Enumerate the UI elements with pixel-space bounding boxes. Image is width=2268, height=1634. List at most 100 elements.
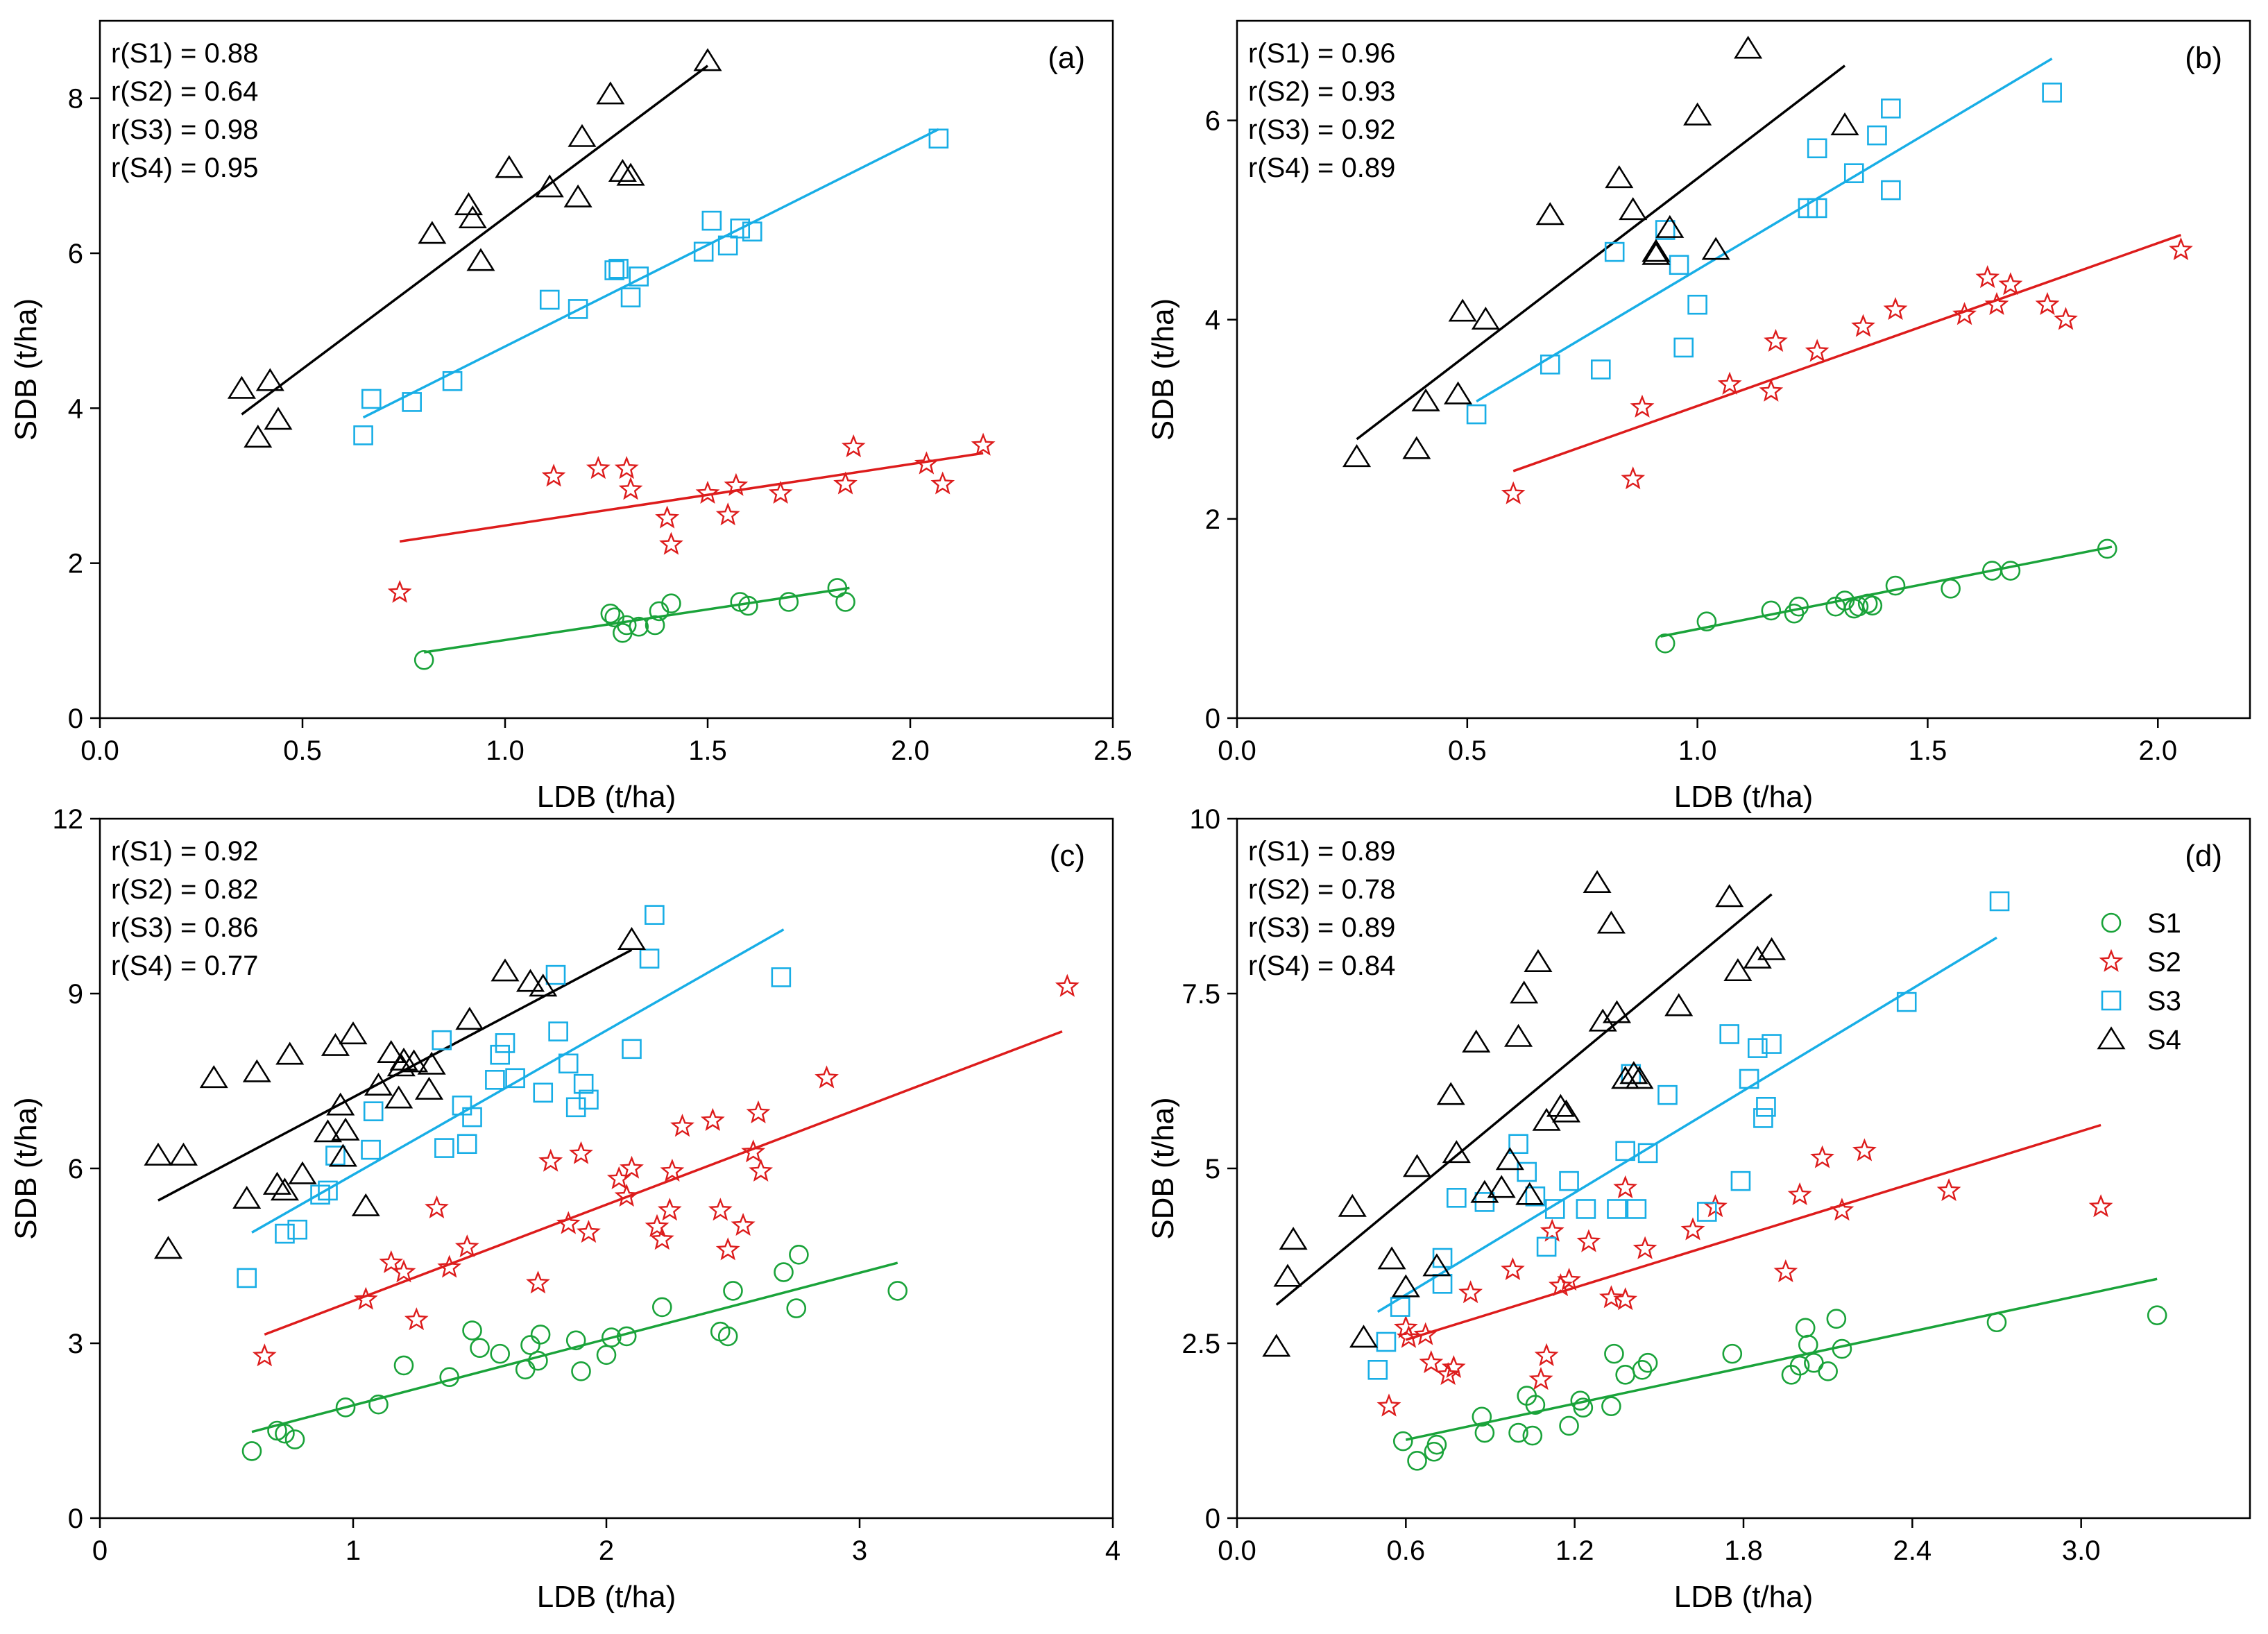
x-tick-label: 2.0: [2138, 735, 2177, 766]
data-point: [227, 375, 256, 399]
data-point: [914, 451, 939, 475]
data-point: [659, 531, 683, 555]
data-point: [614, 456, 639, 479]
data-point: [379, 1250, 404, 1273]
data-point: [887, 1281, 908, 1301]
data-point: [930, 471, 955, 495]
series-s1: [413, 578, 855, 670]
data-point: [1501, 481, 1526, 504]
data-point: [2099, 948, 2124, 972]
data-point: [1630, 394, 1655, 418]
plot-frame: [1236, 19, 2251, 720]
correlation-label: r(S2) = 0.78: [1248, 874, 1395, 905]
y-tick-label: 0: [1205, 704, 1220, 734]
data-point: [1657, 1084, 1678, 1105]
data-point: [1525, 1186, 1546, 1207]
y-tick-label: 3: [68, 1329, 83, 1359]
data-point: [1807, 198, 1827, 219]
y-tick-label: 2: [68, 549, 83, 579]
x-tick-label: 2.5: [1093, 735, 1132, 766]
data-point: [1540, 1218, 1564, 1242]
data-point: [1559, 1415, 1579, 1436]
legend-label: S1: [2147, 908, 2181, 939]
data-point: [1626, 1199, 1647, 1219]
data-point: [275, 1041, 305, 1065]
data-point: [325, 1146, 346, 1166]
data-point: [1756, 1096, 1776, 1117]
data-point: [1262, 1334, 1291, 1357]
data-point: [731, 1212, 756, 1236]
data-point: [568, 124, 597, 147]
panel-label: (c): [1050, 839, 1085, 873]
data-point: [1470, 1180, 1499, 1203]
data-point: [1683, 102, 1712, 126]
data-point: [601, 1327, 622, 1347]
data-point: [169, 1142, 198, 1166]
data-point: [199, 1065, 228, 1089]
data-point: [339, 1021, 368, 1045]
data-point: [1532, 1107, 1561, 1131]
data-point: [1525, 1395, 1546, 1415]
data-point: [310, 1184, 330, 1205]
data-point: [661, 593, 681, 614]
data-point: [1764, 329, 1788, 352]
data-point: [571, 1361, 591, 1381]
data-point: [577, 1220, 601, 1243]
correlation-label: r(S3) = 0.86: [111, 912, 258, 943]
data-point: [241, 1441, 262, 1461]
regression-line-s3: [1476, 58, 2053, 402]
correlation-label: r(S1) = 0.92: [111, 836, 258, 867]
series-s3: [1466, 83, 2062, 425]
regression-line-s2: [264, 1030, 1063, 1336]
correlation-label: r(S4) = 0.84: [1248, 951, 1395, 981]
data-point: [1798, 1334, 1818, 1355]
y-tick-label: 6: [68, 239, 83, 269]
data-point: [1632, 1360, 1653, 1380]
data-point: [1540, 355, 1560, 375]
data-point: [620, 287, 641, 307]
data-point: [335, 1397, 356, 1418]
data-point: [275, 1223, 295, 1244]
data-point: [270, 1177, 299, 1201]
data-point: [455, 1007, 484, 1030]
regression-line-s3: [251, 928, 785, 1234]
data-point: [1576, 1199, 1596, 1219]
data-point: [454, 1234, 479, 1258]
y-tick-label: 5: [1205, 1154, 1220, 1184]
data-point: [604, 260, 624, 280]
data-point: [1604, 241, 1625, 262]
data-point: [738, 595, 758, 616]
data-point: [1279, 1227, 1308, 1250]
x-tick-label: 2: [599, 1535, 614, 1566]
data-point: [1613, 1287, 1638, 1311]
regression-line-s2: [399, 452, 984, 543]
data-point: [1637, 1143, 1658, 1164]
x-axis-title: LDB (t/ha): [537, 1580, 676, 1614]
data-point: [695, 480, 720, 504]
series-s2: [252, 973, 1080, 1367]
series-s2: [1376, 1138, 2113, 1417]
data-point: [1664, 993, 1694, 1016]
data-point: [1862, 595, 1883, 616]
x-tick-label: 3: [852, 1535, 867, 1566]
data-point: [1055, 973, 1080, 997]
data-point: [620, 1155, 644, 1179]
data-point: [1534, 1343, 1559, 1366]
x-tick-label: 1.5: [1909, 735, 1947, 766]
data-point: [470, 1338, 490, 1359]
correlation-label: r(S2) = 0.82: [111, 874, 258, 905]
data-point: [1881, 180, 1901, 201]
y-axis-title: SDB (t/ha): [9, 298, 43, 441]
data-point: [386, 1053, 416, 1077]
x-tick-label: 1.0: [486, 735, 525, 766]
data-point: [618, 477, 643, 500]
data-point: [586, 456, 611, 479]
data-point: [1590, 359, 1611, 380]
data-point: [417, 1051, 446, 1075]
data-point: [328, 1143, 357, 1167]
y-tick-label: 8: [68, 84, 83, 114]
x-tick-label: 0.0: [80, 735, 119, 766]
data-point: [1544, 1199, 1565, 1219]
